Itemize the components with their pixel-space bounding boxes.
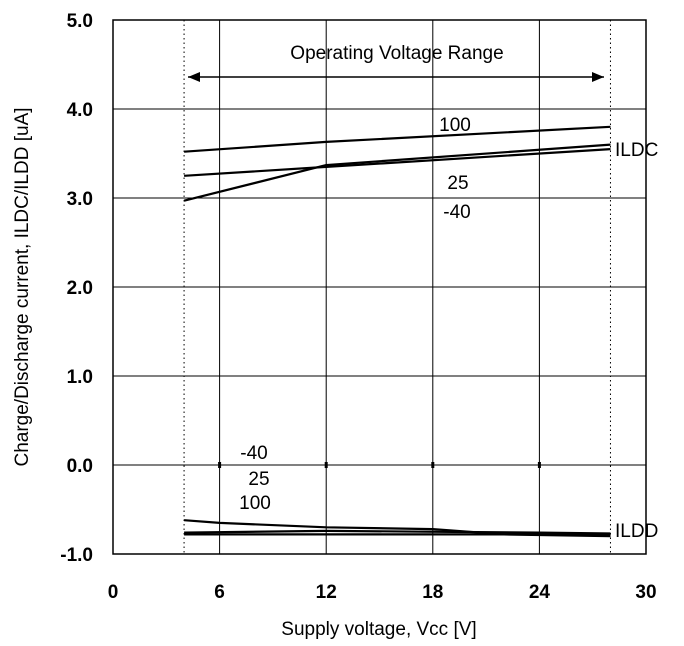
operating-range-bounds — [183, 20, 611, 554]
y-tick-label: -1.0 — [60, 545, 93, 566]
operating-range-label: Operating Voltage Range — [290, 43, 503, 64]
ildd-m40-label: -40 — [240, 443, 267, 464]
x-tick-labels: 0 6 12 18 24 30 — [108, 582, 657, 603]
grid — [113, 20, 646, 554]
ildc-100-label: 100 — [439, 115, 471, 136]
x-tick-label: 18 — [422, 582, 443, 603]
series-line-ildc-m40 — [183, 143, 611, 202]
ildd-label: ILDD — [615, 521, 658, 542]
x-tick-label: 30 — [635, 582, 656, 603]
ildd-100-label: 100 — [239, 493, 271, 514]
ildc-25-label: 25 — [447, 173, 468, 194]
series-line-ildd-25 — [184, 529, 611, 535]
y-tick-labels: 5.0 4.0 3.0 2.0 1.0 0.0 -1.0 — [60, 11, 93, 566]
ildc-label: ILDC — [615, 140, 658, 161]
y-tick-label: 3.0 — [67, 189, 93, 210]
x-tick-label: 24 — [529, 582, 551, 603]
x-tick-label: 12 — [316, 582, 337, 603]
series-line-ildc-100 — [184, 125, 611, 153]
series-lines — [183, 125, 611, 538]
ildd-25-label: 25 — [248, 469, 269, 490]
x-axis-title: Supply voltage, Vcc [V] — [281, 619, 476, 640]
y-tick-label: 1.0 — [67, 367, 93, 388]
series-line-ildc-25 — [184, 148, 611, 177]
ildc-m40-label: -40 — [443, 202, 470, 223]
x-tick-label: 0 — [108, 582, 119, 603]
y-tick-label: 4.0 — [67, 100, 93, 121]
y-tick-label: 5.0 — [67, 11, 93, 32]
y-tick-label: 0.0 — [67, 456, 93, 477]
operating-range-arrow — [188, 72, 604, 82]
x-tick-label: 6 — [214, 582, 225, 603]
plot-frame — [112, 19, 647, 555]
y-axis-title: Charge/Discharge current, ILDC/ILDD [uA] — [12, 107, 33, 466]
y-tick-label: 2.0 — [67, 278, 93, 299]
